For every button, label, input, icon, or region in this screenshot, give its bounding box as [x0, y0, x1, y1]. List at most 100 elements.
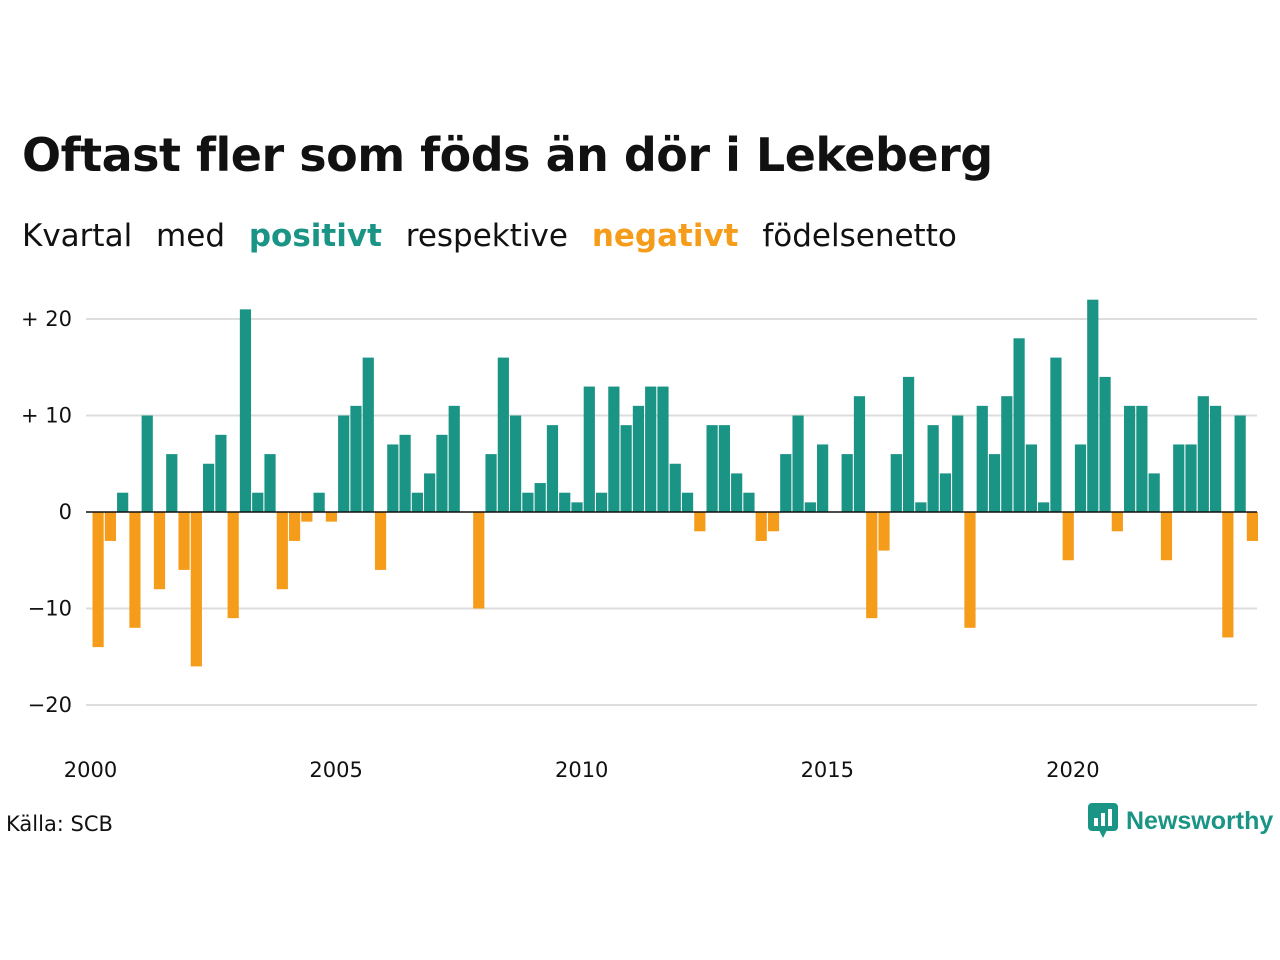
bar: [988, 454, 1001, 512]
bar: [203, 463, 215, 512]
bar: [1136, 405, 1148, 512]
subtitle-negative-label: negativt: [591, 218, 739, 254]
bar: [1062, 512, 1074, 561]
bar: [866, 512, 878, 619]
bar: [1099, 376, 1111, 512]
bar: [117, 492, 129, 512]
bar: [632, 405, 645, 512]
brand-logo: Newsworthy: [1088, 803, 1273, 839]
bar: [645, 386, 657, 512]
bar: [153, 512, 166, 590]
bar: [841, 454, 853, 512]
x-tick-label: 2010: [555, 758, 608, 782]
bar: [399, 434, 411, 512]
bar: [1234, 415, 1246, 512]
bar: [264, 454, 276, 512]
bar: [1111, 512, 1123, 532]
bar: [1025, 444, 1037, 512]
subtitle-text: med: [156, 218, 225, 254]
bar: [902, 376, 915, 512]
bar: [190, 512, 202, 667]
bar: [718, 425, 730, 512]
bar: [166, 454, 178, 512]
bar: [522, 492, 534, 512]
bar: [485, 454, 497, 512]
bar: [374, 512, 387, 570]
bar: [473, 512, 485, 609]
bar: [1087, 299, 1099, 512]
bar: [964, 512, 976, 628]
bar: [436, 434, 448, 512]
bar: [1222, 512, 1234, 638]
newsworthy-logo-icon: [1088, 803, 1118, 838]
bar: [657, 386, 669, 512]
bar: [571, 502, 583, 512]
bar: [104, 512, 116, 541]
bar: [1038, 502, 1050, 512]
bar: [780, 454, 792, 512]
x-tick-label: 2020: [1046, 758, 1099, 782]
bar: [1050, 357, 1062, 512]
bar: [252, 492, 264, 512]
bar: [239, 309, 252, 512]
bar: [510, 415, 522, 512]
bar: [804, 502, 816, 512]
bar: [620, 425, 632, 512]
x-tick-label: 2015: [801, 758, 854, 782]
bar: [362, 357, 374, 512]
bar: [681, 492, 694, 512]
bar: [1074, 444, 1087, 512]
bar: [755, 512, 767, 541]
bar: [706, 425, 718, 512]
bar: [853, 396, 866, 512]
source-note: Källa: SCB: [6, 812, 113, 836]
y-tick-label: 0: [59, 500, 72, 524]
bar: [817, 444, 829, 512]
bar: [1173, 444, 1185, 512]
bar: [890, 454, 902, 512]
subtitle-positive-label: positivt: [248, 218, 382, 254]
bar: [743, 492, 755, 512]
bar: [976, 405, 988, 512]
bar: [215, 434, 227, 512]
bar: [448, 405, 460, 512]
bar: [915, 502, 927, 512]
bar: [387, 444, 399, 512]
subtitle-text: födelsenetto: [762, 218, 957, 254]
bar: [129, 512, 141, 628]
bar: [792, 415, 804, 512]
bar: [338, 415, 350, 512]
bar: [1001, 396, 1013, 512]
bar-chart: + 20 + 10 0 −10 −20 2000 2005 2010 2015 2020: [21, 299, 1259, 782]
bar: [141, 415, 153, 512]
y-tick-label: + 20: [21, 307, 72, 331]
bar: [178, 512, 190, 570]
y-tick-label: + 10: [21, 404, 72, 428]
bar: [731, 473, 743, 512]
subtitle-text: respektive: [405, 218, 568, 254]
bar: [1148, 473, 1160, 512]
bar: [927, 425, 939, 512]
y-tick-label: −20: [28, 693, 72, 717]
bar: [583, 386, 595, 512]
bar: [301, 512, 313, 522]
bar: [92, 512, 104, 648]
subtitle-text: Kvartal: [22, 218, 133, 254]
bar: [546, 425, 559, 512]
bar: [1160, 512, 1173, 561]
x-tick-label: 2005: [309, 758, 362, 782]
bar: [350, 405, 362, 512]
chart-title: Oftast fler som föds än dör i Lekeberg: [22, 128, 993, 182]
bar: [497, 357, 509, 512]
chart-subtitle: Kvartal med positivt respektive negativt…: [22, 218, 971, 254]
bar: [1124, 405, 1136, 512]
bar: [559, 492, 571, 512]
bar: [227, 512, 239, 619]
bar: [534, 483, 546, 512]
bar: [411, 492, 423, 512]
bar: [669, 463, 681, 512]
bar: [694, 512, 706, 532]
bar: [767, 512, 780, 532]
bar: [1013, 338, 1025, 512]
bar: [325, 512, 338, 522]
